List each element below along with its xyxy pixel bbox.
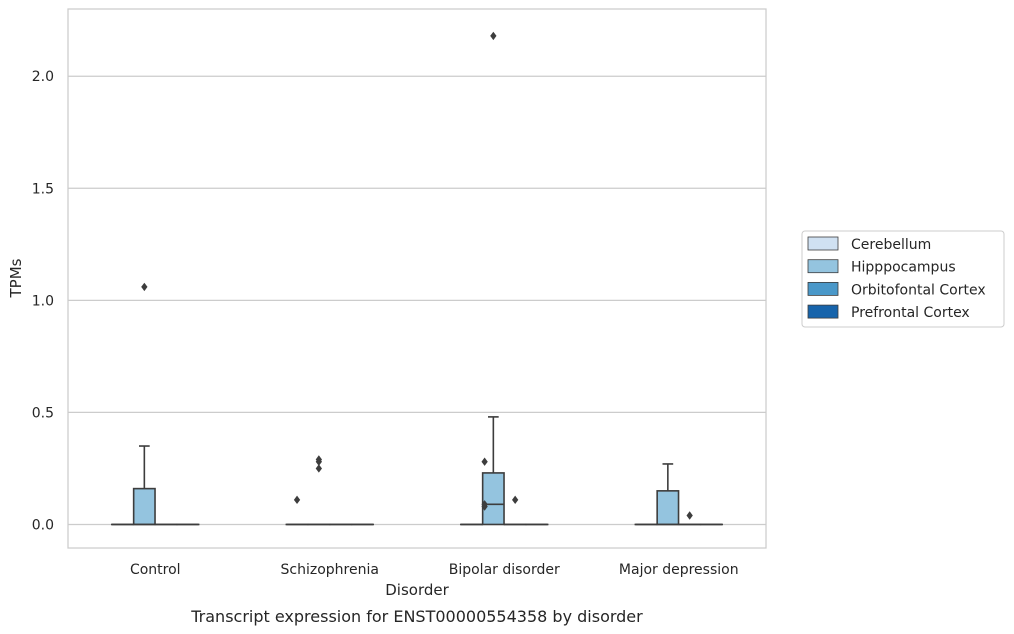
box (656, 490, 680, 526)
y-tick-label: 0.0 (32, 517, 54, 533)
outlier-point (481, 457, 488, 466)
x-tick-label: Major depression (619, 562, 739, 578)
boxes (111, 416, 723, 526)
y-tick-label: 2.0 (32, 69, 54, 85)
legend-label: Hipppocampus (851, 260, 956, 276)
x-axis-ticks: Control Schizophrenia Bipolar disorder Majo… (130, 562, 739, 578)
box (132, 487, 156, 526)
outlier-point (141, 282, 148, 292)
legend-label: Prefrontal Cortex (851, 305, 970, 321)
y-tick-label: 1.0 (32, 293, 54, 309)
legend-swatch (807, 281, 839, 296)
y-tick-label: 1.5 (32, 181, 54, 197)
legend: Cerebellum Hipppocampus Orbitofontal Corte… (801, 230, 1005, 328)
x-tick-label: Schizophrenia (281, 562, 379, 578)
legend-swatch (807, 236, 839, 251)
y-axis-ticks: 0.0 0.5 1.0 1.5 2.0 (32, 69, 54, 533)
y-axis-title: TPMs (7, 258, 25, 298)
legend-frame (801, 230, 1005, 328)
outlier-point (490, 31, 497, 41)
y-tick-label: 0.5 (32, 405, 54, 421)
x-tick-label: Control (130, 562, 181, 578)
outliers (141, 31, 693, 520)
x-tick-label: Bipolar disorder (449, 562, 560, 578)
legend-label: Cerebellum (851, 237, 931, 253)
outlier-point (512, 495, 519, 505)
outlier-point (293, 495, 301, 505)
chart-caption: Transcript expression for ENST0000055435… (190, 607, 643, 626)
outlier-point (481, 500, 488, 509)
outlier-point (315, 464, 322, 473)
outlier-point (315, 455, 322, 464)
legend-swatch (807, 259, 839, 274)
x-axis-title: Disorder (385, 581, 449, 599)
outlier-point (686, 511, 693, 520)
box (481, 472, 505, 526)
legend-label: Orbitofontal Cortex (851, 282, 986, 298)
plot-area (67, 8, 767, 549)
legend-swatch (807, 304, 839, 319)
